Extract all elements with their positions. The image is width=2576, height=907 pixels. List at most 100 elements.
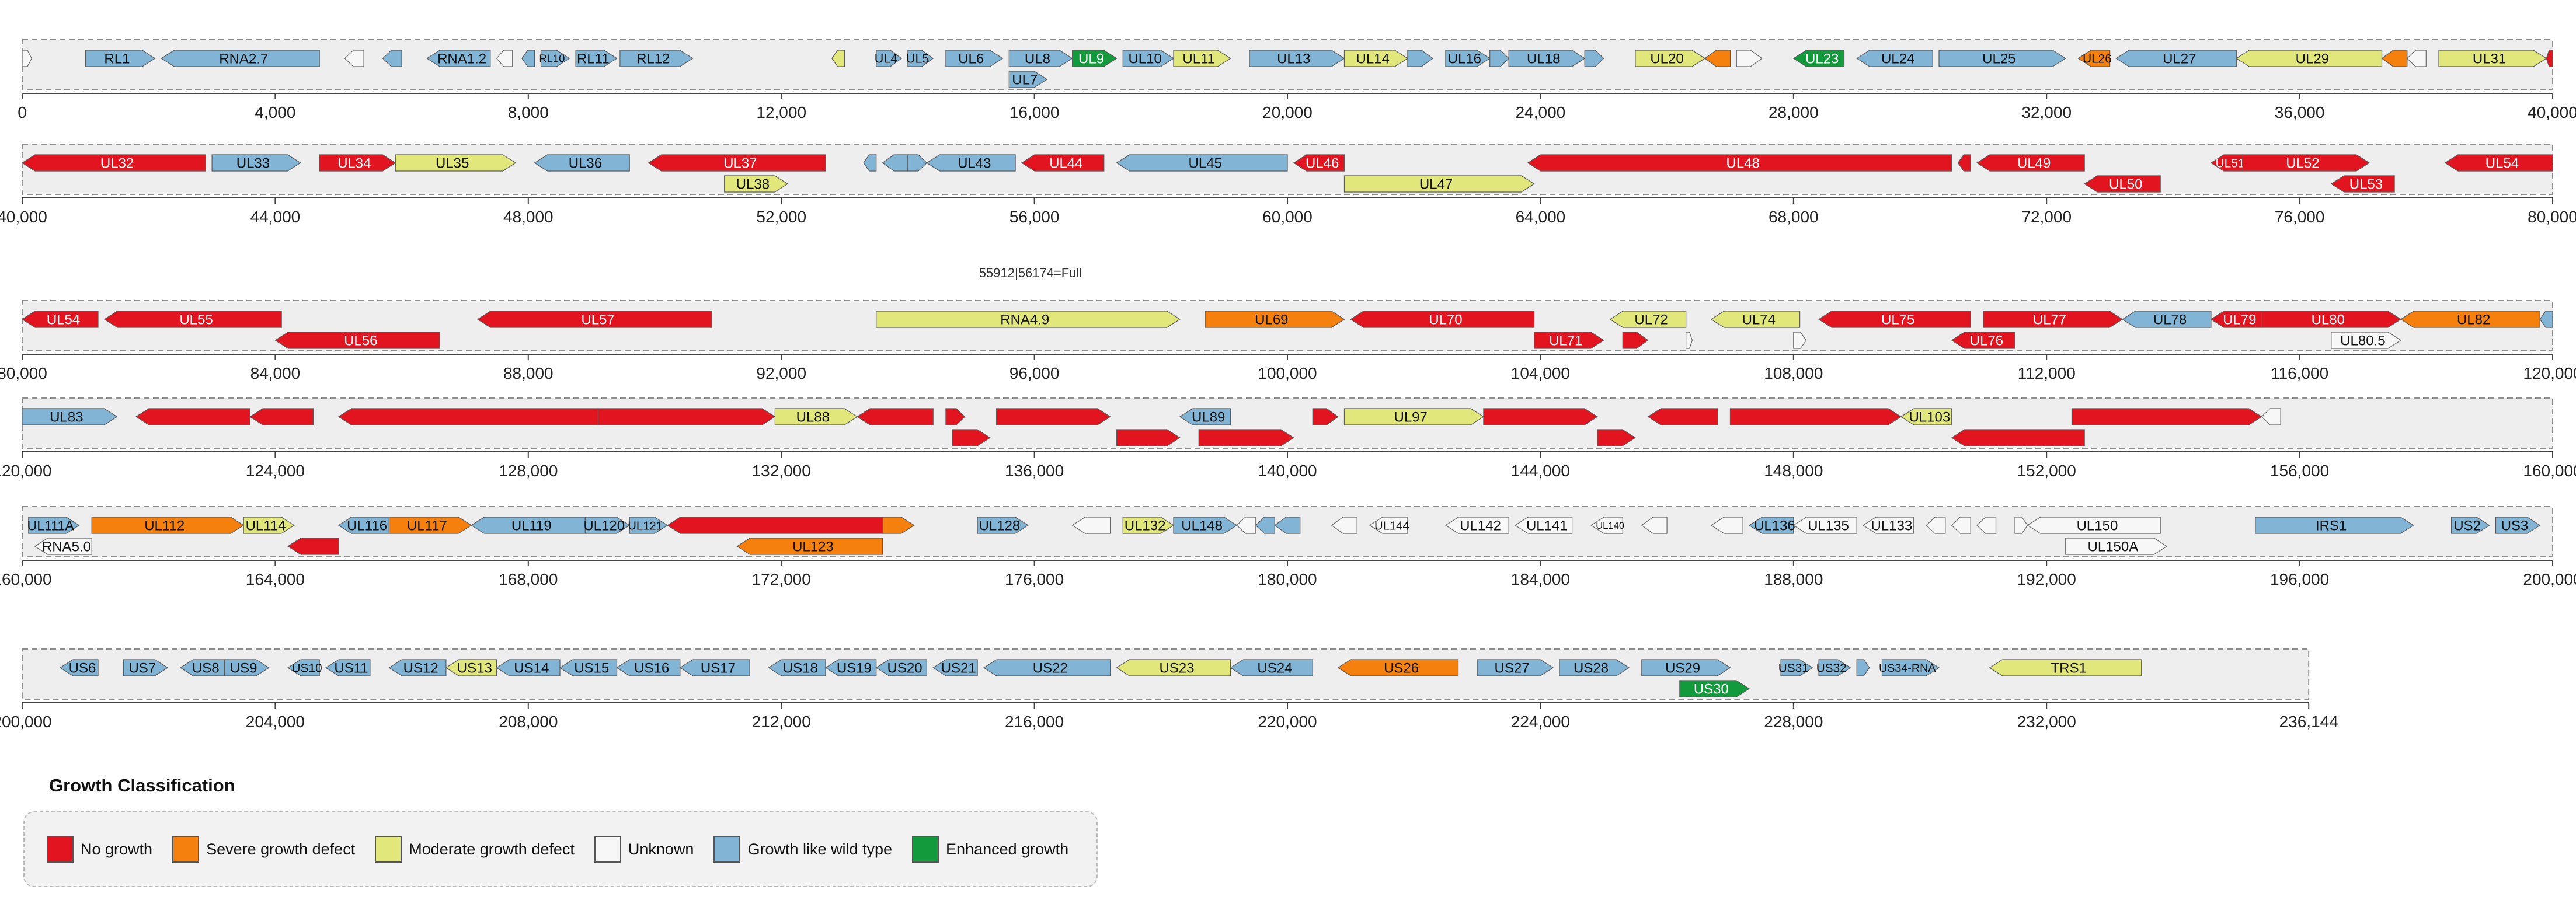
gene-label: UL112	[144, 518, 185, 534]
gene-ul71	[1534, 332, 1604, 349]
gene-ul18	[1508, 50, 1586, 67]
gene-label: UL80.5	[2340, 333, 2385, 349]
gene-unlabeled	[882, 517, 915, 534]
gene-us17	[679, 659, 750, 676]
gene-label: UL97	[1394, 410, 1428, 425]
gene-ul132	[1122, 517, 1175, 534]
gene-label: UL123	[792, 539, 834, 555]
tick-label: 4,000	[255, 103, 295, 121]
gene-label: US32	[1816, 661, 1847, 675]
tick-label: 12,000	[756, 103, 806, 121]
gene-us20	[875, 659, 928, 676]
gene-ul51	[2210, 154, 2243, 172]
tick-label: 236,144	[2279, 713, 2338, 731]
tick-label: 168,000	[499, 570, 558, 588]
gene-unlabeled	[337, 408, 598, 425]
tick-label: 24,000	[1516, 103, 1566, 121]
gene-label: UL148	[1181, 518, 1223, 534]
gene-label: UL141	[1526, 518, 1568, 534]
gene-ul31	[2438, 50, 2547, 67]
gene-label: UL78	[2153, 312, 2187, 328]
gene-unlabeled	[1274, 517, 1301, 534]
gene-label: UL103	[1909, 410, 1950, 425]
gene-label: US23	[1159, 661, 1194, 676]
gene-ul88	[774, 408, 858, 425]
gene-label: US3	[2501, 518, 2529, 534]
legend-swatch	[47, 836, 74, 863]
gene-unlabeled	[1331, 517, 1357, 534]
tick-label: 204,000	[246, 713, 305, 731]
gene-label: UL36	[569, 156, 602, 172]
tick-label: 52,000	[756, 208, 806, 226]
gene-label: UL70	[1429, 312, 1462, 328]
gene-ul44	[1021, 154, 1105, 172]
gene-unlabeled	[882, 154, 908, 172]
gene-ul148	[1173, 517, 1238, 534]
legend-item-no-growth: No growth	[47, 836, 152, 863]
gene-label: UL6	[958, 51, 984, 67]
tick-label: 64,000	[1516, 208, 1566, 226]
gene-ul103	[1900, 408, 1952, 425]
tick-label: 148,000	[1764, 462, 1823, 480]
gene-rna5-0	[34, 538, 92, 555]
tick-label: 216,000	[1005, 713, 1064, 731]
gene-label: US21	[941, 661, 976, 676]
gene-us2	[2451, 517, 2490, 534]
gene-unlabeled	[1926, 517, 1946, 534]
tick-label: 136,000	[1005, 462, 1064, 480]
gene-ul56	[274, 332, 440, 349]
tick-label: 132,000	[752, 462, 811, 480]
gene-ul121	[629, 517, 669, 534]
tick-label: 16,000	[1009, 103, 1060, 121]
gene-ul111a	[28, 517, 80, 534]
gene-ul49	[1976, 154, 2085, 172]
gene-unlabeled	[1407, 50, 1434, 67]
legend-item-growth-like-wild-type: Growth like wild type	[713, 836, 892, 863]
legend-swatch	[912, 836, 939, 863]
gene-label: UL25	[1982, 51, 2015, 67]
gene-ul26	[2077, 50, 2111, 67]
gene-label: UL53	[2349, 177, 2383, 193]
gene-label: UL9	[1078, 51, 1104, 67]
gene-label: UL5	[906, 52, 929, 66]
legend-item-severe-growth-defect: Severe growth defect	[172, 836, 355, 863]
gene-label: UL89	[1192, 410, 1225, 425]
gene-label: UL29	[2296, 51, 2329, 67]
gene-label: UL10	[1128, 51, 1161, 67]
gene-label: UL57	[581, 312, 614, 328]
gene-label: UL150A	[2088, 539, 2139, 555]
gene-ul142	[1444, 517, 1509, 534]
gene-ul50	[2084, 175, 2161, 193]
gene-ul6	[945, 50, 1004, 67]
gene-label: UL83	[50, 410, 83, 425]
gene-label: US12	[403, 661, 438, 676]
gene-us31	[1780, 659, 1813, 676]
gene-label: UL11	[1182, 51, 1215, 67]
gene-ul45	[1116, 154, 1288, 172]
tick-label: 196,000	[2270, 570, 2329, 588]
gene-rl1	[85, 50, 156, 67]
gene-label: UL50	[2109, 177, 2142, 193]
gene-label: US9	[230, 661, 257, 676]
gene-ul83	[22, 408, 118, 425]
legend-swatch	[713, 836, 741, 863]
gene-rna2-7	[161, 50, 320, 67]
gene-unlabeled	[135, 408, 250, 425]
gene-label: US31	[1778, 661, 1809, 675]
gene-label: UL75	[1881, 312, 1914, 328]
gene-us16	[616, 659, 681, 676]
genome-row-6: 200,000 204,000 208,000 212,000 216,000 220,0…	[0, 648, 2338, 731]
gene-label: UL7	[1012, 72, 1038, 88]
tick-label: 48,000	[503, 208, 554, 226]
gene-label: UL117	[407, 518, 447, 534]
gene-unlabeled	[1856, 659, 1870, 676]
gene-ul35	[395, 154, 517, 172]
tick-label: 164,000	[246, 570, 305, 588]
gene-ul5	[907, 50, 934, 67]
gene-ul119	[471, 517, 586, 534]
tick-label: 28,000	[1769, 103, 1819, 121]
tick-label: 200,000	[2523, 570, 2576, 588]
gene-label: UL49	[2017, 156, 2051, 172]
gene-label: US30	[1694, 682, 1729, 697]
